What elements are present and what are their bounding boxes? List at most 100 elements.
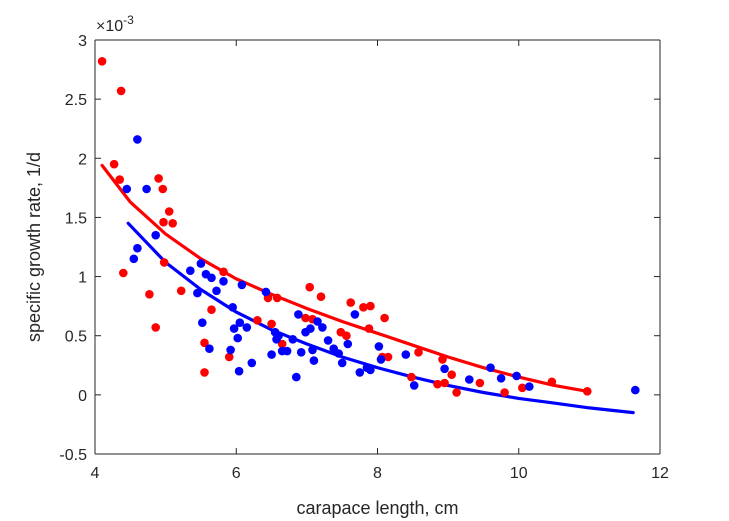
data-point-1 (380, 313, 389, 323)
data-point-2 (288, 335, 298, 344)
data-point-1 (253, 316, 262, 325)
x-tick-label: 12 (651, 465, 669, 482)
data-point-2 (261, 287, 271, 297)
data-point-2 (229, 324, 239, 333)
y-tick-label: 0 (78, 388, 87, 405)
data-point-2 (242, 323, 252, 332)
data-point-1 (168, 219, 177, 228)
data-point-1 (159, 217, 168, 227)
data-point-2 (198, 318, 207, 328)
data-point-2 (496, 374, 506, 383)
data-point-1 (359, 303, 368, 312)
data-point-1 (316, 292, 326, 302)
data-point-2 (226, 345, 235, 355)
data-point-2 (212, 286, 221, 296)
data-point-2 (296, 348, 306, 357)
data-point-1 (200, 368, 209, 377)
x-tick-label: 4 (91, 465, 100, 482)
data-point-1 (301, 313, 310, 323)
x-axis-label: carapace length, cm (296, 498, 458, 518)
data-point-2 (309, 356, 319, 365)
data-point-2 (142, 184, 151, 194)
data-point-2 (350, 310, 360, 319)
x-tick-label: 6 (232, 465, 241, 482)
data-point-2 (274, 331, 283, 341)
data-point-1 (447, 370, 457, 380)
data-point-2 (267, 350, 276, 359)
y-tick-label: 0.5 (65, 329, 87, 346)
data-point-2 (235, 318, 245, 328)
y-tick-label: -0.5 (59, 447, 87, 464)
data-point-1 (346, 298, 356, 307)
data-point-1 (267, 319, 276, 329)
data-point-1 (342, 331, 351, 341)
data-point-2 (196, 259, 206, 268)
y-exponent-power: -3 (123, 13, 134, 27)
data-point-2 (525, 382, 534, 391)
data-point-1 (164, 207, 174, 216)
data-point-2 (374, 342, 384, 351)
y-exponent-base: ×10 (96, 18, 123, 35)
data-point-1 (433, 379, 442, 389)
data-point-2 (233, 333, 242, 343)
y-tick-label: 1.5 (65, 210, 87, 227)
data-point-1 (207, 305, 216, 315)
data-point-1 (145, 290, 154, 299)
data-point-2 (219, 277, 228, 286)
data-point-1 (305, 282, 315, 292)
data-point-2 (631, 385, 640, 395)
data-point-2 (294, 310, 303, 319)
data-point-1 (109, 159, 119, 169)
x-tick-label: 10 (510, 465, 528, 482)
data-point-1 (219, 267, 228, 277)
data-point-2 (151, 230, 160, 240)
data-point-1 (518, 383, 527, 393)
data-point-2 (318, 323, 327, 332)
data-point-2 (355, 368, 365, 377)
data-point-2 (129, 254, 139, 264)
data-point-1 (154, 174, 163, 183)
data-point-2 (237, 280, 247, 290)
data-point-2 (282, 346, 292, 356)
data-point-2 (247, 358, 257, 368)
data-point-2 (122, 184, 132, 194)
data-point-1 (158, 184, 168, 194)
data-point-2 (343, 339, 353, 349)
data-point-1 (97, 57, 107, 66)
y-exponent-label: ×10-3 (96, 13, 134, 35)
data-point-2 (512, 371, 521, 381)
data-point-2 (292, 372, 301, 382)
data-point-1 (119, 268, 128, 278)
data-point-2 (234, 366, 244, 376)
axes-layer: 4 6 8 10 12 -0.5 0 0.5 1 1.5 2 2.5 3 (59, 33, 669, 482)
data-point-2 (323, 336, 333, 345)
data-point-1 (414, 348, 423, 357)
y-axis-label: specific growth rate, 1/d (24, 152, 44, 342)
data-point-2 (313, 317, 322, 326)
data-point-2 (207, 273, 216, 283)
data-point-1 (115, 175, 124, 184)
data-point-2 (133, 243, 142, 253)
data-point-1 (224, 352, 234, 362)
y-tick-label: 2 (78, 151, 87, 168)
data-point-2 (440, 364, 449, 374)
y-tick-label: 3 (78, 33, 87, 50)
data-point-1 (366, 301, 375, 311)
data-point-1 (475, 378, 485, 388)
data-point-2 (193, 288, 202, 298)
points-layer (97, 57, 640, 397)
data-point-1 (547, 377, 557, 387)
data-point-2 (306, 324, 315, 333)
data-point-2 (366, 365, 375, 375)
data-point-2 (401, 350, 411, 359)
data-point-2 (133, 135, 142, 144)
data-point-2 (486, 363, 495, 373)
data-point-2 (409, 381, 419, 390)
data-point-1 (176, 286, 186, 296)
data-point-1 (440, 378, 449, 388)
data-point-1 (364, 324, 374, 333)
data-point-1 (383, 352, 393, 362)
data-point-1 (200, 338, 209, 348)
